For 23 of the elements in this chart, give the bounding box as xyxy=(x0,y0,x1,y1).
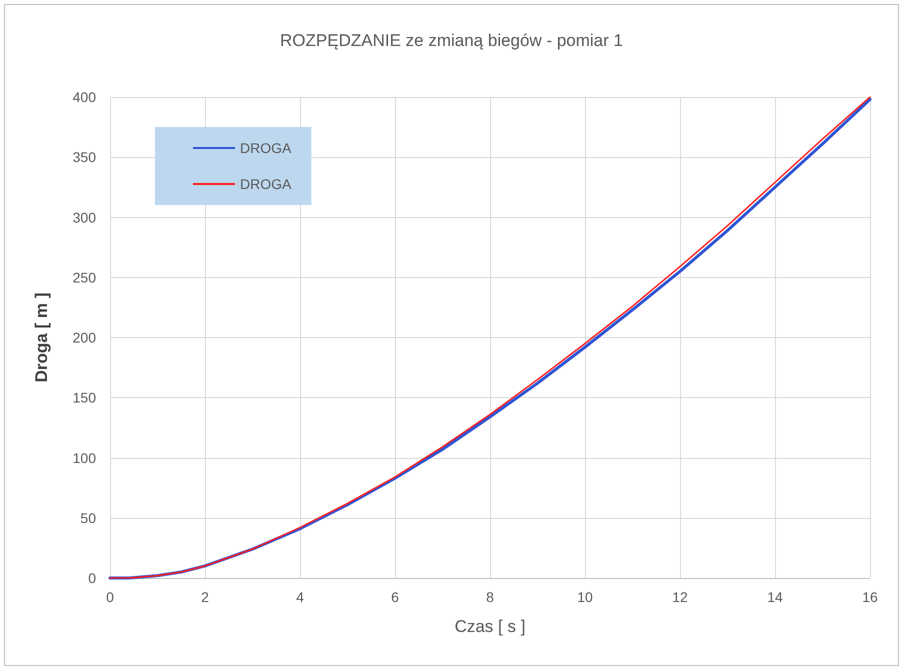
chart-title: ROZPĘDZANIE ze zmianą biegów - pomiar 1 xyxy=(280,31,623,50)
x-tick-label: 2 xyxy=(201,589,210,605)
legend-label: DROGA xyxy=(240,176,292,192)
y-tick-label: 0 xyxy=(88,570,96,586)
x-tick-label: 8 xyxy=(486,589,494,605)
legend-label: DROGA xyxy=(240,140,292,156)
x-tick-label: 4 xyxy=(296,589,304,605)
y-tick-label: 200 xyxy=(72,330,96,346)
y-tick-label: 100 xyxy=(72,450,96,466)
y-tick-label: 400 xyxy=(72,89,96,105)
y-tick-label: 50 xyxy=(80,510,96,526)
y-tick-label: 350 xyxy=(72,149,96,166)
x-tick-label: 6 xyxy=(391,589,400,605)
y-tick-label: 250 xyxy=(72,269,96,286)
y-tick-label: 300 xyxy=(72,209,96,226)
x-tick-label: 16 xyxy=(862,589,878,605)
x-tick-label: 12 xyxy=(672,589,688,605)
x-tick-label: 10 xyxy=(577,589,593,605)
y-tick-label: 150 xyxy=(72,390,96,406)
x-tick-label: 14 xyxy=(767,589,783,605)
x-tick-label: 0 xyxy=(106,589,114,605)
x-axis-title: Czas [ s ] xyxy=(454,617,526,636)
y-axis-title: Droga [ m ] xyxy=(32,292,51,382)
